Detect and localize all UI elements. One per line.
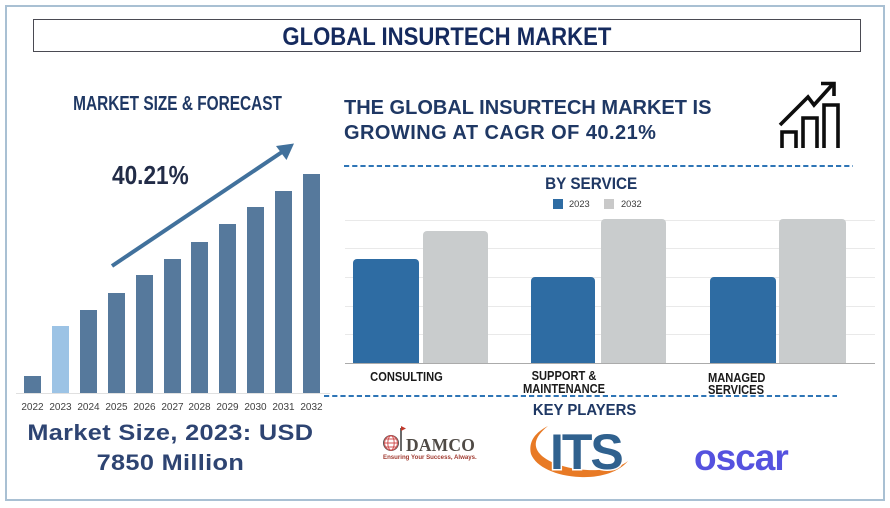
svg-text:ITS: ITS [550,424,622,480]
